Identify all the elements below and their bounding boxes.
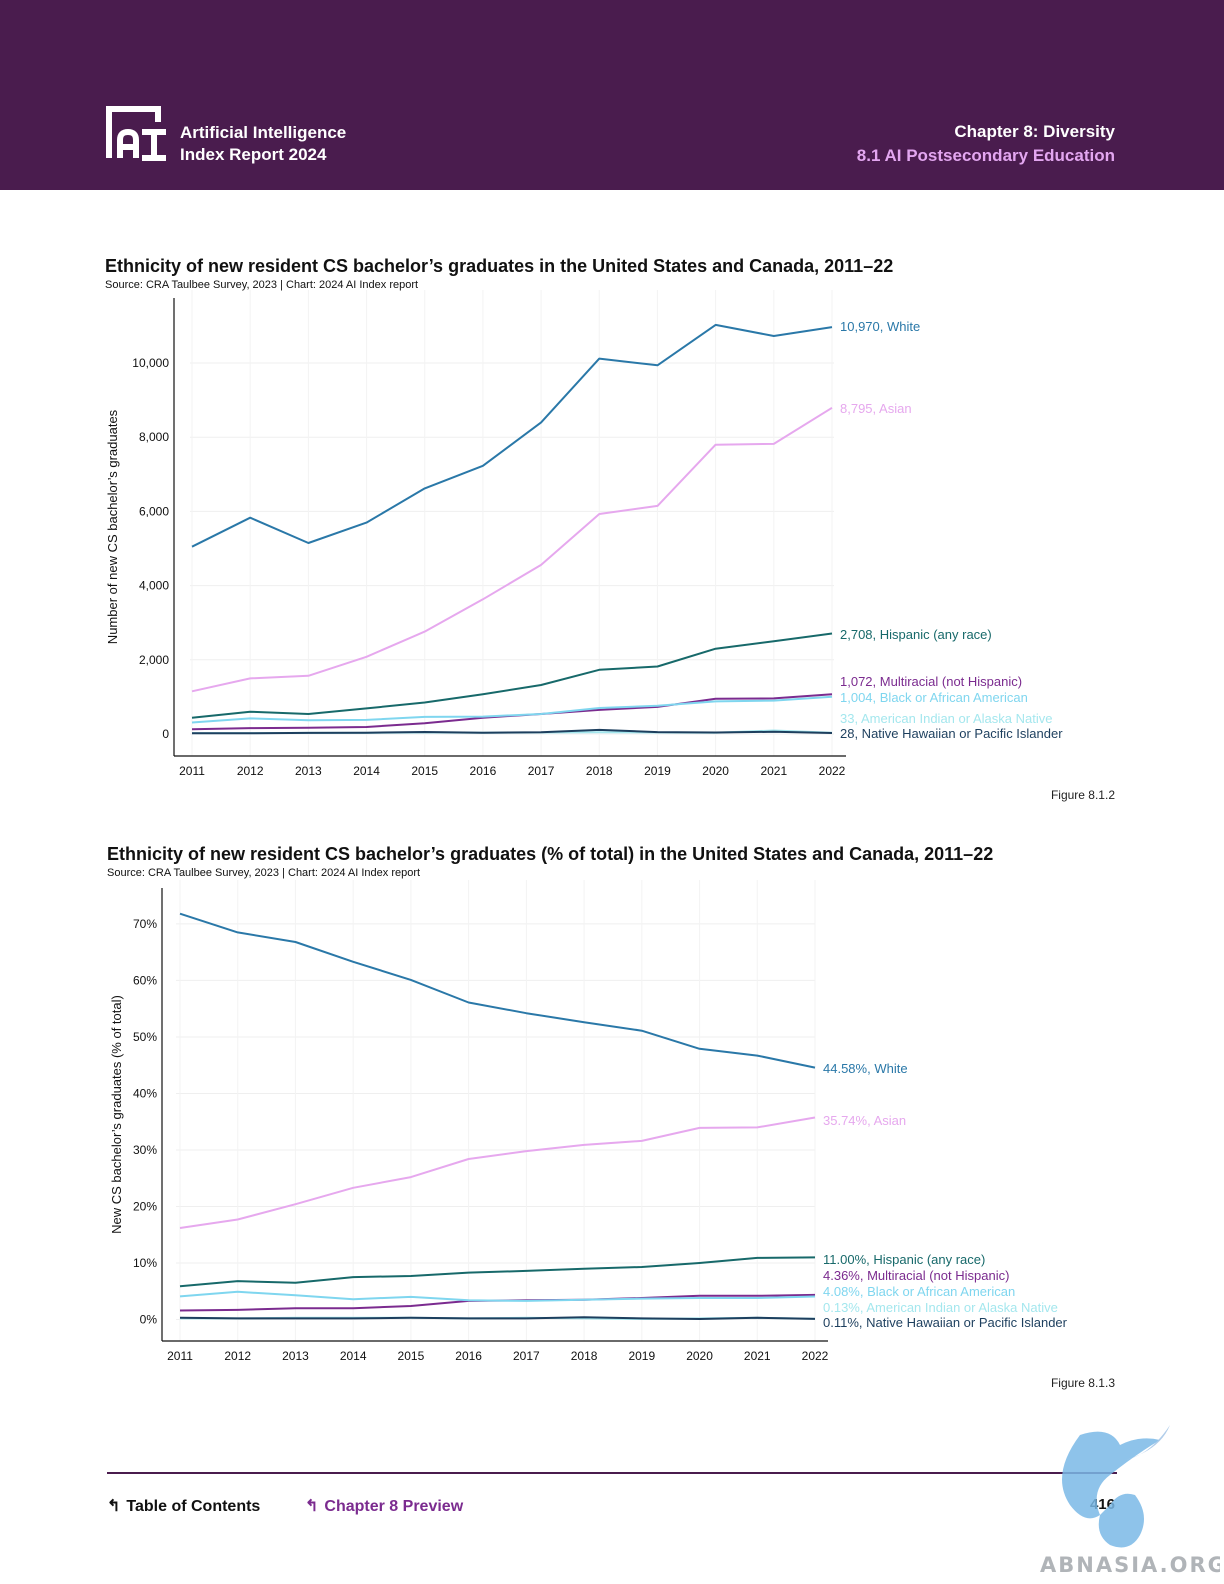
y-tick-label: 10% [133,1256,157,1270]
series-end-label: 11.00%, Hispanic (any race) [823,1252,985,1267]
y-tick-label: 70% [133,917,157,931]
series-line-hispanic-any-race- [191,632,833,719]
ai-index-logo-icon [106,106,166,161]
x-tick-label: 2022 [819,764,846,778]
x-tick-label: 2013 [295,764,322,778]
x-tick-label: 2014 [353,764,380,778]
report-name-line1: Artificial Intelligence [180,123,347,142]
y-tick-label: 50% [133,1030,157,1044]
y-tick-label: 8,000 [139,430,169,444]
table-of-contents-link[interactable]: ↰ Table of Contents [107,1496,260,1516]
series-end-label: 1,004, Black or African American [840,690,1028,705]
series-end-label: 28, Native Hawaiian or Pacific Islander [840,726,1063,741]
series-end-label: 4.36%, Multiracial (not Hispanic) [823,1268,1009,1283]
x-tick-label: 2011 [167,1349,193,1363]
return-arrow-icon: ↰ [107,1498,121,1515]
y-tick-label: 0 [162,727,169,741]
chart1-figure-label: Figure 8.1.2 [1050,788,1115,802]
series-end-label: 0.13%, American Indian or Alaska Native [823,1300,1058,1315]
x-tick-label: 2018 [586,764,613,778]
y-axis-label: New CS bachelor’s graduates (% of total) [109,995,124,1234]
series-end-label: 8,795, Asian [840,401,912,416]
chart2-figure-label: Figure 8.1.3 [1050,1376,1115,1390]
y-tick-label: 10,000 [132,356,169,370]
toc-label: Table of Contents [126,1498,261,1515]
y-tick-label: 0% [140,1313,158,1327]
x-tick-label: 2017 [513,1349,540,1363]
x-tick-label: 2013 [282,1349,309,1363]
x-tick-label: 2015 [398,1349,425,1363]
series-end-label: 10,970, White [840,319,920,334]
series-line-white [179,912,816,1069]
series-end-label: 44.58%, White [823,1061,908,1076]
report-name-line2: Index Report 2024 [180,145,327,164]
x-tick-label: 2022 [802,1349,829,1363]
chapter-title: Chapter 8: Diversity [954,122,1115,141]
x-tick-label: 2015 [411,764,438,778]
x-tick-label: 2019 [628,1349,655,1363]
series-end-label: 0.11%, Native Hawaiian or Pacific Island… [823,1315,1068,1330]
x-tick-label: 2019 [644,764,671,778]
y-tick-label: 6,000 [139,504,169,518]
x-tick-label: 2012 [237,764,264,778]
x-tick-label: 2014 [340,1349,367,1363]
series-line-black-or-african-american [191,695,833,724]
series-line-black-or-african-american [179,1290,816,1302]
series-end-label: 33, American Indian or Alaska Native [840,711,1052,726]
x-tick-label: 2021 [760,764,787,778]
return-arrow-icon: ↰ [305,1498,319,1515]
chart1-source: Source: CRA Taulbee Survey, 2023 | Chart… [105,279,419,291]
y-tick-label: 40% [133,1086,157,1100]
x-tick-label: 2017 [528,764,555,778]
y-tick-label: 4,000 [139,579,169,593]
series-line-hispanic-any-race- [179,1256,816,1288]
series-end-label: 35.74%, Asian [823,1113,906,1128]
abnasia-watermark-logo: ABNASIA.ORG [1040,1425,1220,1577]
x-tick-label: 2011 [179,764,205,778]
series-line-native-hawaiian-or-pacific-islander [179,1316,816,1320]
y-tick-label: 2,000 [139,653,169,667]
preview-label: Chapter 8 Preview [324,1498,464,1515]
section-title: 8.1 AI Postsecondary Education [856,146,1115,165]
y-tick-label: 30% [133,1143,157,1157]
report-name: Artificial Intelligence Index Report 202… [180,122,346,166]
series-end-label: 4.08%, Black or African American [823,1284,1015,1299]
series-line-native-hawaiian-or-pacific-islander [192,728,833,735]
series-line-asian [191,406,833,693]
x-tick-label: 2020 [686,1349,713,1363]
series-line-white [191,323,833,548]
x-tick-label: 2018 [571,1349,598,1363]
x-tick-label: 2021 [744,1349,771,1363]
x-tick-label: 2016 [455,1349,482,1363]
y-tick-label: 20% [133,1199,157,1213]
y-tick-label: 60% [133,973,157,987]
chapter-preview-link[interactable]: ↰ Chapter 8 Preview [305,1496,463,1516]
y-axis-label: Number of new CS bachelor’s graduates [105,409,120,644]
chart1-title: Ethnicity of new resident CS bachelor’s … [105,256,894,276]
chapter-heading: Chapter 8: Diversity 8.1 AI Postsecondar… [857,120,1115,168]
chart2-title: Ethnicity of new resident CS bachelor’s … [107,844,994,864]
x-tick-label: 2020 [702,764,729,778]
chart2-plot: 0% 10% 20% 30% 40% 50% 60% 70% 2011 2012 2013 2014 2… [109,880,1068,1363]
footer-divider [107,1472,1117,1474]
series-end-label: 1,072, Multiracial (not Hispanic) [840,674,1022,689]
x-tick-label: 2016 [470,764,497,778]
chart2-source: Source: CRA Taulbee Survey, 2023 | Chart… [107,867,421,879]
series-line-asian [179,1116,816,1229]
series-end-label: 2,708, Hispanic (any race) [840,627,992,642]
report-header: Artificial Intelligence Index Report 202… [0,0,1224,190]
x-tick-label: 2012 [224,1349,251,1363]
watermark-text: ABNASIA.ORG [1040,1553,1220,1577]
chart1-plot: 0 2,000 4,000 6,000 8,000 10,000 2011 2012 2013 2… [105,290,1063,778]
